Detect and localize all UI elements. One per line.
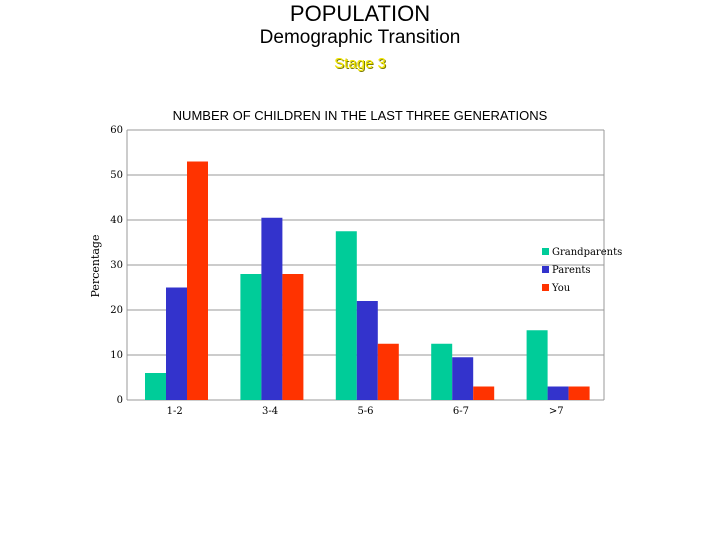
y-tick-label: 60 (110, 125, 123, 136)
y-tick-label: 40 (110, 215, 123, 226)
x-tick-label: >7 (549, 406, 564, 417)
x-tick-label: 5-6 (357, 406, 373, 417)
y-axis-ticks: 0 10 20 30 40 50 60 (110, 125, 123, 406)
legend: Grandparents Parents You (542, 247, 622, 294)
bar-you (568, 386, 590, 400)
bar-parents (261, 217, 283, 400)
bars (145, 161, 590, 400)
page-title: POPULATION (289, 1, 431, 26)
x-axis-ticks: 1-2 3-4 5-6 6-7 >7 (167, 406, 564, 417)
bar-parents (356, 301, 378, 400)
legend-label: You (551, 283, 571, 294)
y-tick-label: 0 (117, 395, 123, 406)
legend-label: Grandparents (552, 247, 622, 258)
bar-grandparents (526, 330, 548, 400)
x-tick-label: 1-2 (167, 406, 183, 417)
y-tick-label: 20 (110, 305, 123, 316)
y-tick-label: 30 (110, 260, 123, 271)
legend-swatch (542, 284, 549, 291)
bar-parents (547, 386, 569, 400)
bar-grandparents (431, 343, 453, 400)
legend-swatch (542, 248, 549, 255)
y-tick-label: 10 (110, 350, 123, 361)
bar-you (187, 161, 208, 400)
x-tick-label: 3-4 (262, 406, 278, 417)
y-tick-label: 50 (110, 170, 123, 181)
bar-you (282, 274, 304, 400)
page-subtitle: Demographic Transition (259, 27, 461, 48)
x-tick-label: 6-7 (453, 406, 469, 417)
bar-you (377, 343, 399, 400)
legend-swatch (542, 266, 549, 273)
stage-label: Stage 3 (334, 55, 386, 72)
y-axis-label: Percentage (89, 235, 102, 298)
bar-grandparents (145, 373, 166, 400)
bar-grandparents (335, 231, 357, 400)
bar-you (473, 386, 495, 400)
bar-parents (452, 357, 474, 400)
bar-grandparents (240, 274, 262, 400)
bar-parents (166, 287, 187, 400)
chart-title: NUMBER OF CHILDREN IN THE LAST THREE GEN… (173, 108, 548, 123)
legend-label: Parents (552, 265, 591, 276)
